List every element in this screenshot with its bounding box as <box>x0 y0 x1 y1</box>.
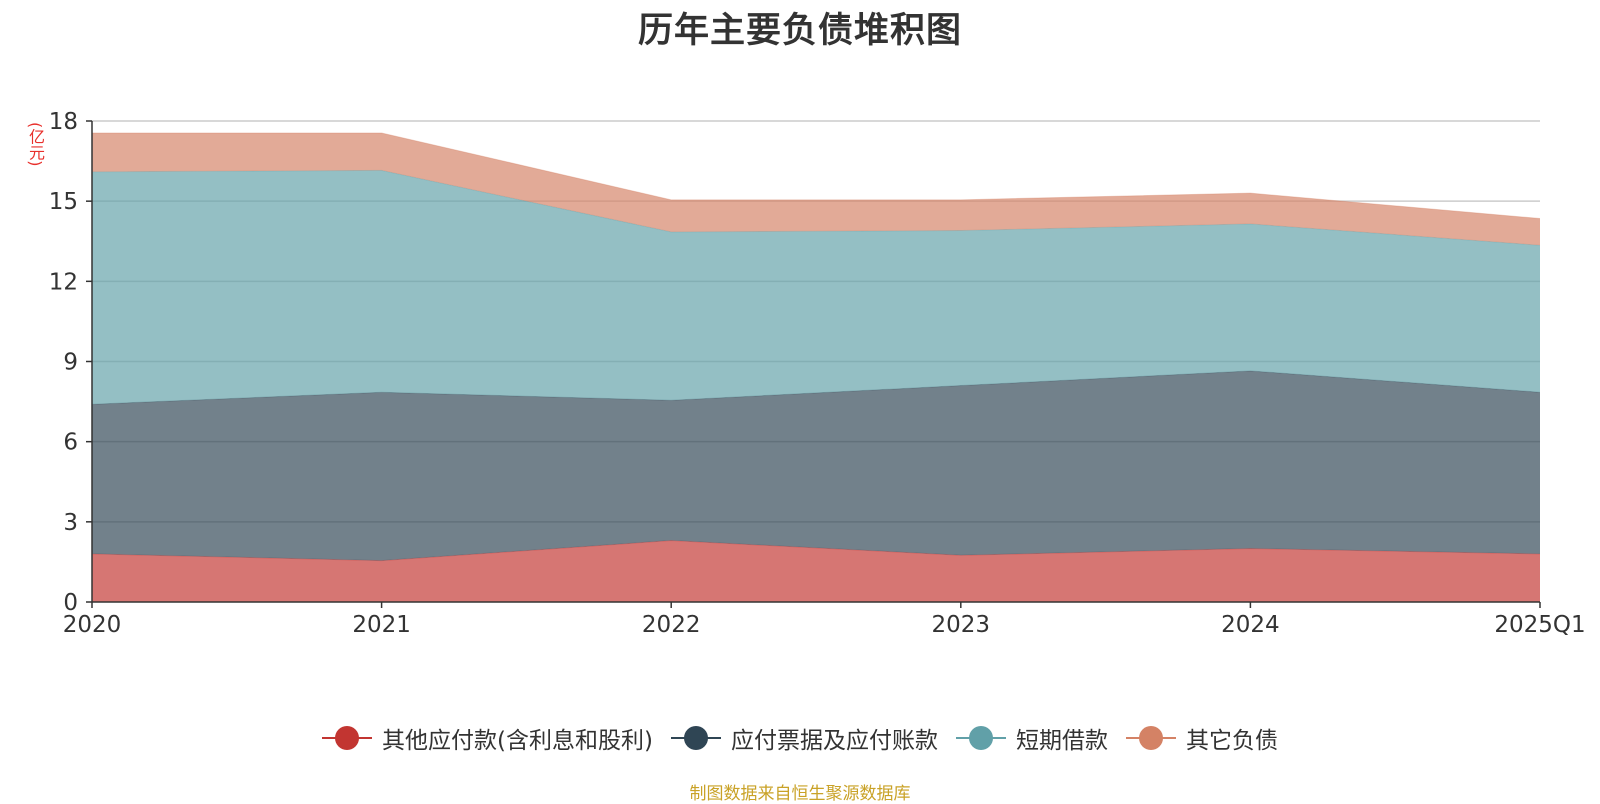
legend: 其他应付款(含利息和股利) 应付票据及应付账款 短期借款 其它负债 <box>0 720 1600 756</box>
y-tick-label-0: 0 <box>63 590 78 616</box>
y-tick-label-9: 9 <box>63 350 78 376</box>
x-tick-label-2023: 2023 <box>932 612 991 638</box>
chart-title: 历年主要负债堆积图 <box>637 11 962 51</box>
area-series-1 <box>92 370 1540 561</box>
x-tick-label-2020: 2020 <box>63 612 122 638</box>
legend-label: 其它负债 <box>1185 728 1278 754</box>
y-axis-unit-label: (亿元) <box>26 122 45 167</box>
legend-marker-icon <box>955 726 1006 750</box>
legend-marker-icon <box>1125 726 1176 750</box>
x-tick-label-2024: 2024 <box>1221 612 1280 638</box>
legend-label: 短期借款 <box>1015 728 1108 754</box>
x-tick-label-2021: 2021 <box>352 612 411 638</box>
y-tick-label-6: 6 <box>63 430 78 456</box>
axes <box>86 120 1541 608</box>
legend-item-0[interactable]: 其他应付款(含利息和股利) <box>322 721 653 755</box>
legend-marker-icon <box>670 726 721 750</box>
legend-marker-icon <box>322 726 373 750</box>
legend-item-2[interactable]: 短期借款 <box>955 721 1108 755</box>
y-tick-label-3: 3 <box>63 510 78 536</box>
area-series <box>91 132 1541 602</box>
area-series-2 <box>92 170 1540 405</box>
source-note: 制图数据来自恒生聚源数据库 <box>689 784 911 804</box>
y-tick-label-18: 18 <box>49 109 78 135</box>
x-tick-label-2025Q1: 2025Q1 <box>1494 612 1585 638</box>
tick-labels: 0 3 6 9 12 15 18 2020 2021 2022 2023 2024 2025Q1 <box>49 109 1586 638</box>
y-tick-label-12: 12 <box>49 269 78 295</box>
legend-item-1[interactable]: 应付票据及应付账款 <box>670 721 938 755</box>
y-tick-label-15: 15 <box>49 189 78 215</box>
legend-label: 其他应付款(含利息和股利) <box>382 728 653 754</box>
area-series-0 <box>92 540 1540 602</box>
area-series-edge-3 <box>92 132 1541 220</box>
area-series-edge-0 <box>91 540 1541 562</box>
legend-item-3[interactable]: 其它负债 <box>1125 721 1278 755</box>
area-series-3 <box>92 133 1540 246</box>
x-tick-label-2022: 2022 <box>642 612 701 638</box>
legend-label: 应付票据及应付账款 <box>730 728 938 754</box>
